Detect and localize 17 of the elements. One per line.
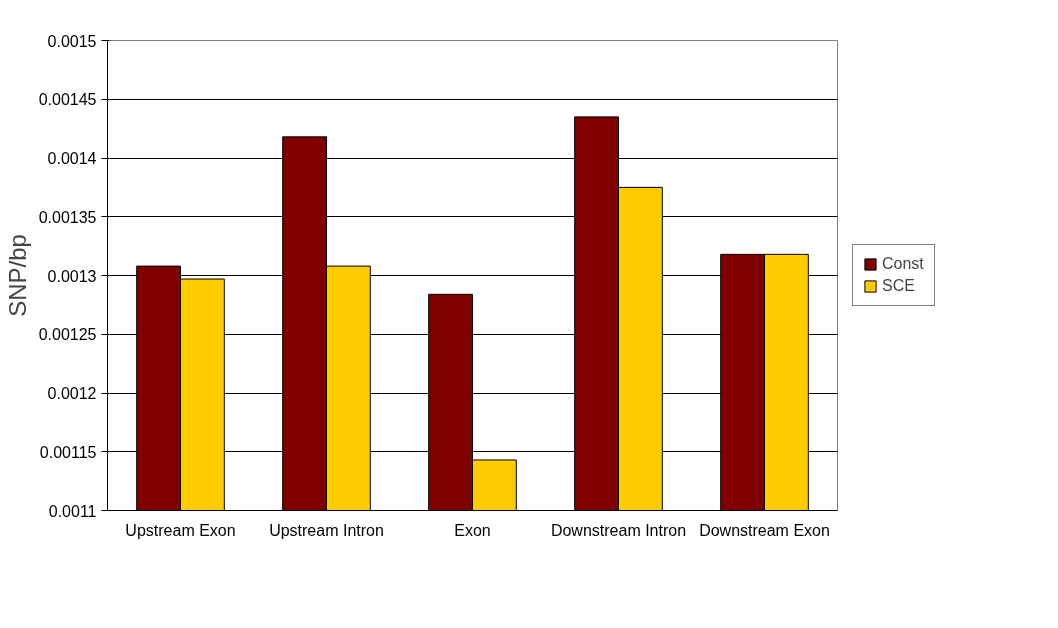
y-tick-label: 0.00115 bbox=[39, 443, 97, 461]
x-tick-label: Downstream Intron bbox=[550, 521, 687, 539]
x-tick-label: Upstream Exon bbox=[125, 521, 236, 539]
y-tick-label: 0.00125 bbox=[38, 326, 97, 344]
y-tick-label: 0.00135 bbox=[38, 208, 97, 226]
y-tick-label: 0.0015 bbox=[47, 32, 97, 50]
x-tick-label: Downstream Exon bbox=[699, 521, 830, 539]
y-tick-label: 0.00145 bbox=[38, 91, 97, 109]
y-tick-label: 0.0013 bbox=[47, 267, 97, 285]
legend-label: SCE bbox=[882, 277, 915, 295]
legend-label: Const bbox=[882, 255, 924, 273]
x-tick-label: Exon bbox=[454, 521, 491, 539]
x-tick-label: Upstream Intron bbox=[269, 521, 384, 539]
y-tick-label: 0.0011 bbox=[48, 502, 97, 520]
y-tick-label: 0.0014 bbox=[47, 150, 97, 167]
y-axis-title: SNP/bp bbox=[3, 234, 31, 317]
y-tick-label: 0.0012 bbox=[47, 385, 97, 402]
